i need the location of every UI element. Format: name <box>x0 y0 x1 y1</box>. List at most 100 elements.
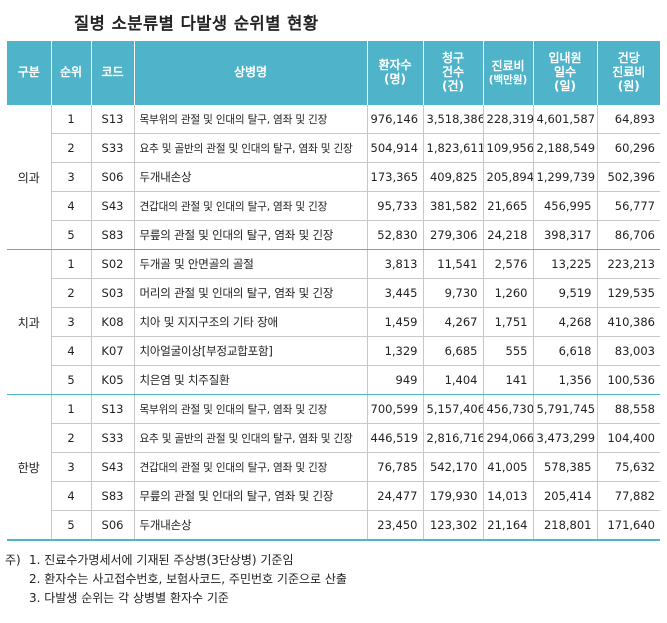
days-cell: 218,801 <box>532 510 597 541</box>
fee-cell: 456,730 <box>482 394 533 424</box>
rank-cell: 5 <box>50 365 91 395</box>
patients-cell: 976,146 <box>366 105 423 134</box>
disease-name-cell: 요추 및 골반의 관절 및 인대의 탈구, 염좌 및 긴장 <box>133 133 367 163</box>
table-row: 5 K05 치은염 및 치주질환 949 1,404 141 1,356 100,536 <box>7 365 660 395</box>
per-case-fee-cell: 100,536 <box>596 365 660 395</box>
disease-name-cell: 치은염 및 치주질환 <box>133 365 367 395</box>
table-row: 2 S33 요추 및 골반의 관절 및 인대의 탈구, 염좌 및 긴장 504,914… <box>7 133 660 163</box>
patients-cell: 76,785 <box>366 452 423 482</box>
claims-cell: 9,730 <box>422 278 483 308</box>
fee-cell: 294,066 <box>482 423 533 453</box>
claims-cell: 123,302 <box>422 510 483 541</box>
header-rank: 순위 <box>50 41 92 105</box>
code-cell: S13 <box>90 105 134 134</box>
code-cell: S06 <box>90 162 134 192</box>
disease-name-cell: 두개내손상 <box>133 162 367 192</box>
code-cell: S43 <box>90 452 134 482</box>
claims-cell: 409,825 <box>422 162 483 192</box>
table-row: 의과 1 S13 목부위의 관절 및 인대의 탈구, 염좌 및 긴장 976,146 3,… <box>7 105 660 250</box>
patients-cell: 3,813 <box>366 249 423 279</box>
fee-cell: 141 <box>482 365 533 395</box>
code-cell: S13 <box>90 394 134 424</box>
code-cell: K08 <box>90 307 134 337</box>
rank-cell: 5 <box>50 510 91 541</box>
group-label: 의과 <box>7 105 51 250</box>
claims-cell: 3,518,386 <box>422 105 483 134</box>
header-claims: 청구 건수 (건) <box>422 41 484 105</box>
days-cell: 5,791,745 <box>532 394 597 424</box>
fee-cell: 2,576 <box>482 249 533 279</box>
code-cell: S03 <box>90 278 134 308</box>
claims-cell: 6,685 <box>422 336 483 366</box>
code-cell: S33 <box>90 133 134 163</box>
fee-cell: 1,260 <box>482 278 533 308</box>
claims-cell: 179,930 <box>422 481 483 511</box>
claims-cell: 1,823,611 <box>422 133 483 163</box>
patients-cell: 95,733 <box>366 191 423 221</box>
footnote-line: 주) 1. 진료수가명세서에 기재된 주상병(3단상병) 기준임 <box>5 551 347 570</box>
fee-cell: 41,005 <box>482 452 533 482</box>
per-case-fee-cell: 171,640 <box>596 510 660 541</box>
claims-cell: 2,816,716 <box>422 423 483 453</box>
rank-cell: 4 <box>50 336 91 366</box>
claims-cell: 279,306 <box>422 220 483 250</box>
patients-cell: 52,830 <box>366 220 423 250</box>
per-case-fee-cell: 60,296 <box>596 133 660 163</box>
patients-cell: 1,459 <box>366 307 423 337</box>
per-case-fee-cell: 75,632 <box>596 452 660 482</box>
patients-cell: 446,519 <box>366 423 423 453</box>
rank-cell: 5 <box>50 220 91 250</box>
days-cell: 1,356 <box>532 365 597 395</box>
fee-cell: 555 <box>482 336 533 366</box>
disease-name-cell: 견갑대의 관절 및 인대의 탈구, 염좌 및 긴장 <box>133 452 367 482</box>
patients-cell: 700,599 <box>366 394 423 424</box>
days-cell: 9,519 <box>532 278 597 308</box>
footnote-line: 2. 환자수는 사고접수번호, 보험사코드, 주민번호 기준으로 산출 <box>5 570 347 589</box>
rank-cell: 1 <box>50 394 91 424</box>
fee-cell: 1,751 <box>482 307 533 337</box>
days-cell: 456,995 <box>532 191 597 221</box>
code-cell: S02 <box>90 249 134 279</box>
disease-name-cell: 두개내손상 <box>133 510 367 541</box>
claims-cell: 11,541 <box>422 249 483 279</box>
ranking-table: 구분 순위 코드 상병명 환자수 (명) 청구 건수 (건) 진료비 (백만원) 입내원… <box>7 41 660 541</box>
claims-cell: 542,170 <box>422 452 483 482</box>
code-cell: S43 <box>90 191 134 221</box>
header-code: 코드 <box>90 41 135 105</box>
disease-name-cell: 치아얼굴이상[부정교합포함] <box>133 336 367 366</box>
per-case-fee-cell: 86,706 <box>596 220 660 250</box>
per-case-fee-cell: 129,535 <box>596 278 660 308</box>
days-cell: 578,385 <box>532 452 597 482</box>
table-row: 5 S83 무릎의 관절 및 인대의 탈구, 염좌 및 긴장 52,830 279,30… <box>7 220 660 250</box>
table-row: 한방 1 S13 목부위의 관절 및 인대의 탈구, 염좌 및 긴장 700,599 5,… <box>7 394 660 541</box>
disease-name-cell: 머리의 관절 및 인대의 탈구, 염좌 및 긴장 <box>133 278 367 308</box>
rank-cell: 3 <box>50 452 91 482</box>
code-cell: S83 <box>90 220 134 250</box>
days-cell: 2,188,549 <box>532 133 597 163</box>
rank-cell: 3 <box>50 162 91 192</box>
per-case-fee-cell: 104,400 <box>596 423 660 453</box>
header-group: 구분 <box>7 41 52 105</box>
fee-cell: 205,894 <box>482 162 533 192</box>
table-title: 질병 소분류별 다발생 순위별 현황 <box>74 14 319 33</box>
table-row: 4 S83 무릎의 관절 및 인대의 탈구, 염좌 및 긴장 24,477 179,93… <box>7 481 660 511</box>
disease-name-cell: 목부위의 관절 및 인대의 탈구, 염좌 및 긴장 <box>133 394 367 424</box>
fee-cell: 14,013 <box>482 481 533 511</box>
rank-cell: 2 <box>50 133 91 163</box>
rank-cell: 3 <box>50 307 91 337</box>
rank-cell: 1 <box>50 249 91 279</box>
rank-cell: 4 <box>50 191 91 221</box>
days-cell: 13,225 <box>532 249 597 279</box>
disease-name-cell: 치아 및 지지구조의 기타 장애 <box>133 307 367 337</box>
days-cell: 6,618 <box>532 336 597 366</box>
header-patients: 환자수 (명) <box>366 41 424 105</box>
disease-name-cell: 요추 및 골반의 관절 및 인대의 탈구, 염좌 및 긴장 <box>133 423 367 453</box>
footnote-text: 1. 진료수가명세서에 기재된 주상병(3단상병) 기준임 <box>29 553 294 567</box>
claims-cell: 381,582 <box>422 191 483 221</box>
ranking-table-container: 구분 순위 코드 상병명 환자수 (명) 청구 건수 (건) 진료비 (백만원) 입내원… <box>7 41 660 541</box>
patients-cell: 1,329 <box>366 336 423 366</box>
per-case-fee-cell: 77,882 <box>596 481 660 511</box>
days-cell: 4,268 <box>532 307 597 337</box>
patients-cell: 3,445 <box>366 278 423 308</box>
patients-cell: 24,477 <box>366 481 423 511</box>
